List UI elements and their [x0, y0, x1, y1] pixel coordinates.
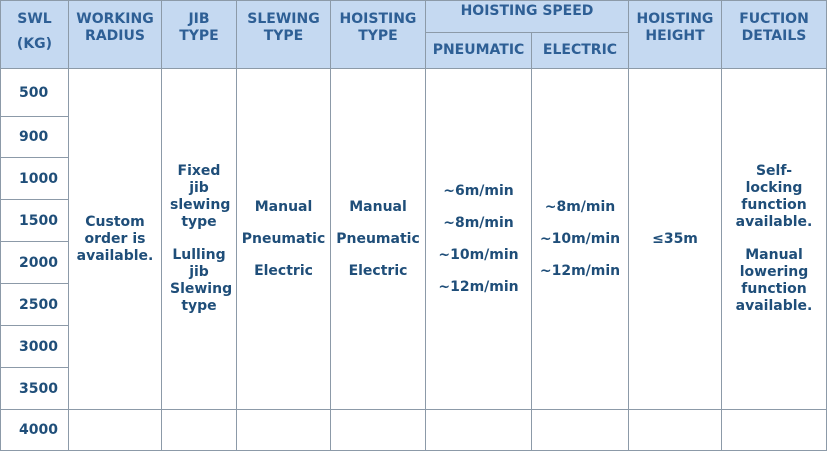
empty-cell	[425, 409, 532, 451]
working-radius-cell: Custom order is available.	[68, 68, 162, 410]
swl-cell: 3500	[0, 367, 69, 410]
header-text: (KG)	[16, 36, 53, 52]
pneumatic-speed: ~10m/min	[438, 247, 519, 263]
electric-speed: ~12m/min	[539, 263, 621, 279]
slewing-type-cell: Manual Pneumatic Electric	[236, 68, 331, 410]
pneumatic-speed-cell: ~6m/min ~8m/min ~10m/min ~12m/min	[425, 68, 532, 410]
hoisting-height-cell: ≤35m	[628, 68, 722, 410]
hoisting-type: Manual	[349, 199, 407, 215]
electric-speed: ~8m/min	[544, 199, 616, 215]
swl-cell: 1000	[0, 157, 69, 200]
swl-cell: 2000	[0, 241, 69, 284]
header-cell: HOISTING SPEED	[425, 0, 629, 33]
pneumatic-speed: ~6m/min	[443, 183, 514, 199]
jib-type: Fixed jib slewing type	[170, 163, 231, 230]
swl-cell: 500	[0, 68, 69, 117]
header-cell: SWL (KG)	[0, 0, 69, 69]
jib-type: Lulling jib Slewing type	[170, 247, 233, 314]
hoisting-type-cell: Manual Pneumatic Electric	[330, 68, 426, 410]
header-cell: FUCTION DETAILS	[721, 0, 827, 69]
empty-cell	[531, 409, 629, 451]
pneumatic-speed: ~12m/min	[438, 279, 519, 295]
hoisting-type: Electric	[348, 263, 408, 279]
slewing-type: Electric	[254, 263, 313, 279]
function-detail: Self-locking function available.	[735, 163, 813, 230]
empty-cell	[628, 409, 722, 451]
header-cell: SLEWING TYPE	[236, 0, 331, 69]
jib-type-cell: Fixed jib slewing type Lulling jib Slewin…	[161, 68, 237, 410]
electric-speed: ~10m/min	[539, 231, 621, 247]
header-cell: WORKING RADIUS	[68, 0, 162, 69]
slewing-type: Pneumatic	[241, 231, 326, 247]
swl-cell: 900	[0, 116, 69, 158]
header-cell: HOISTING TYPE	[330, 0, 426, 69]
function-details-cell: Self-locking function available. Manual l…	[721, 68, 827, 410]
empty-cell	[330, 409, 426, 451]
hoisting-type: Pneumatic	[336, 231, 420, 247]
swl-cell: 2500	[0, 283, 69, 326]
empty-cell	[161, 409, 237, 451]
header-cell: HOISTING HEIGHT	[628, 0, 722, 69]
empty-cell	[721, 409, 827, 451]
function-detail: Manual lowering function available.	[735, 247, 813, 314]
header-cell: ELECTRIC	[531, 32, 629, 69]
header-cell: PNEUMATIC	[425, 32, 532, 69]
electric-speed-cell: ~8m/min ~10m/min ~12m/min	[531, 68, 629, 410]
header-text: SWL	[17, 11, 52, 27]
pneumatic-speed: ~8m/min	[443, 215, 514, 231]
empty-cell	[236, 409, 331, 451]
swl-cell: 3000	[0, 325, 69, 368]
header-cell: JIB TYPE	[161, 0, 237, 69]
empty-cell	[68, 409, 162, 451]
swl-cell: 4000	[0, 409, 69, 451]
slewing-type: Manual	[254, 199, 313, 215]
swl-cell: 1500	[0, 199, 69, 242]
